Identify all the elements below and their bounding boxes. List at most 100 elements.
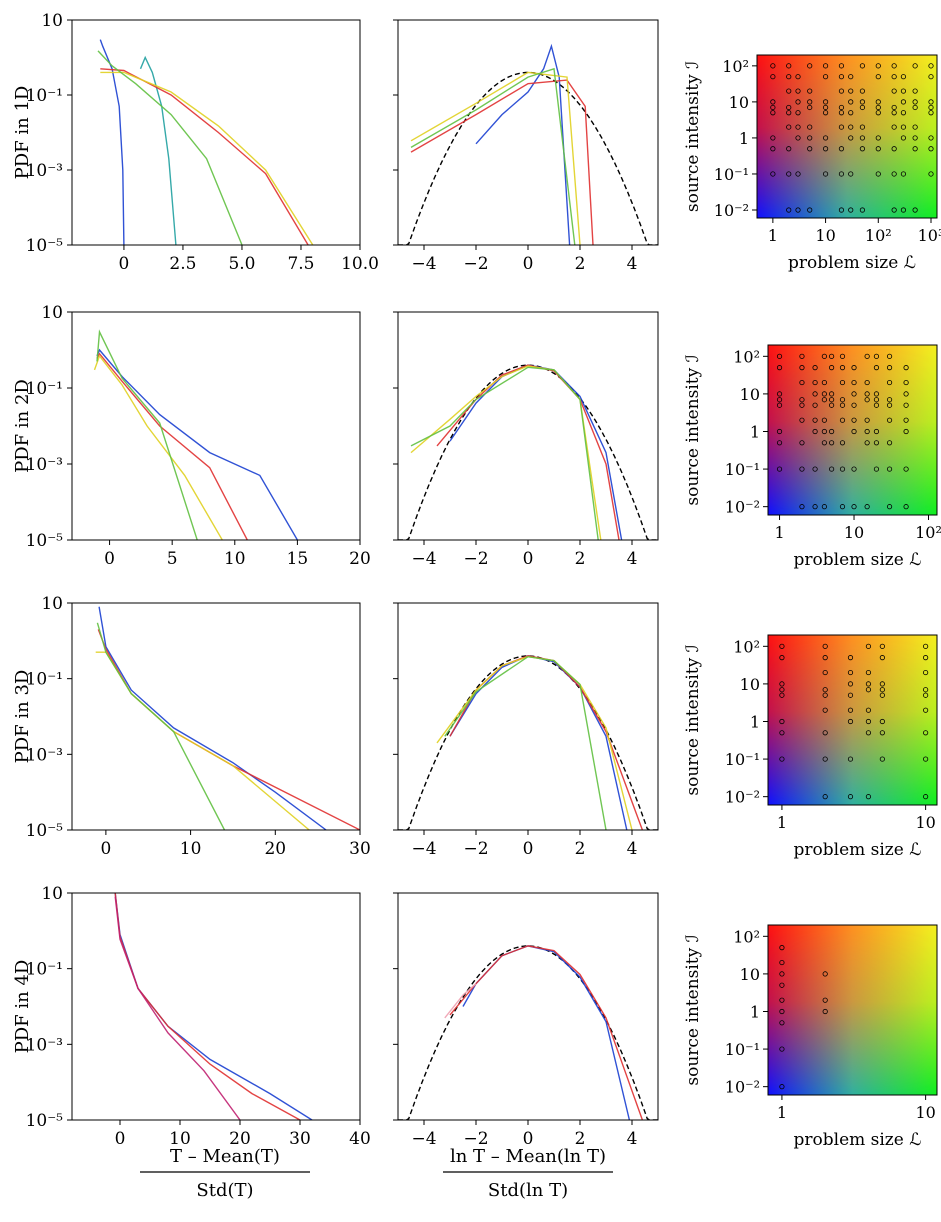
- parameter-point: [851, 402, 857, 408]
- parameter-point: [839, 379, 846, 386]
- x-tick-label: −2: [463, 254, 488, 274]
- y-tick-label: 10: [740, 675, 760, 694]
- parameter-point: [822, 146, 829, 152]
- series-line-2: [93, 354, 223, 540]
- parameter-point: [886, 397, 893, 403]
- series-line-2: [410, 365, 602, 540]
- parameter-point: [851, 365, 857, 371]
- parameter-point: [799, 440, 805, 446]
- x-tick-label: 10.0: [341, 254, 379, 274]
- parameter-point: [848, 207, 854, 213]
- parameter-point: [848, 74, 854, 80]
- parameter-point: [776, 440, 783, 446]
- series-line-1: [139, 55, 177, 245]
- parameter-point: [799, 397, 805, 403]
- parameter-point: [923, 643, 929, 649]
- parameter-point: [776, 365, 783, 371]
- parameter-point: [912, 124, 918, 130]
- parameter-point: [829, 397, 835, 403]
- parameter-point: [848, 110, 854, 116]
- parameter-point: [839, 397, 846, 403]
- parameter-point: [923, 756, 929, 762]
- parameter-point: [903, 365, 909, 371]
- parameter-point: [859, 88, 866, 94]
- parameter-point: [795, 171, 801, 177]
- parameter-point: [879, 643, 885, 649]
- parameter-point: [822, 110, 829, 116]
- parameter-point: [799, 402, 805, 408]
- parameter-point: [770, 171, 776, 177]
- y-axis-label: source intensity ℐ: [683, 934, 703, 1085]
- series-line-1: [449, 945, 644, 1120]
- parameter-point: [838, 74, 845, 80]
- parameter-point: [912, 63, 918, 69]
- y-tick-label: 10²: [733, 927, 760, 946]
- parameter-point: [859, 146, 866, 152]
- parameter-point: [776, 397, 783, 403]
- parameter-point: [786, 63, 792, 69]
- parameter-point: [795, 99, 801, 105]
- x-tick-label: 2: [575, 1129, 586, 1149]
- y-tick-label: 10⁻⁵: [26, 531, 64, 551]
- parameter-point: [821, 440, 827, 446]
- y-tick-label: 10²: [733, 637, 760, 656]
- parameter-point: [903, 402, 909, 408]
- parameter-point: [891, 88, 897, 94]
- parameter-point: [873, 402, 880, 408]
- y-tick-label: 10⁻³: [26, 161, 63, 181]
- parameter-point: [864, 504, 870, 510]
- parameter-point: [829, 353, 835, 359]
- y-tick-label: 10⁻¹: [714, 165, 749, 184]
- parameter-point: [822, 669, 828, 676]
- parameter-point: [847, 718, 854, 725]
- parameter-point: [923, 794, 929, 800]
- parameter-point: [879, 655, 885, 661]
- normal-reference-curve: [398, 364, 658, 540]
- series-line-0: [449, 364, 623, 540]
- parameter-point: [770, 110, 776, 116]
- parameter-point: [848, 88, 854, 94]
- parameter-point: [779, 997, 785, 1003]
- x-tick-label: 0: [100, 839, 111, 859]
- parameter-point: [879, 681, 885, 687]
- x-tick-label: 7.5: [287, 254, 314, 274]
- parameter-point: [891, 110, 897, 116]
- x-tick-label: 0: [119, 254, 130, 274]
- parameter-point: [879, 730, 885, 736]
- series-line-0: [114, 893, 313, 1120]
- parameter-point: [779, 687, 785, 693]
- parameter-point: [822, 99, 829, 105]
- parameter-point: [786, 146, 792, 152]
- panel-4D-lnT: −4 −2 0 2 4: [393, 892, 659, 1149]
- x-tick-label: 2: [575, 254, 586, 274]
- parameter-point: [770, 63, 776, 69]
- y-tick-label: 10⁻⁵: [26, 1111, 64, 1131]
- parameter-point: [875, 146, 881, 152]
- parameter-point: [848, 124, 854, 130]
- series-group: [114, 893, 313, 1120]
- parameter-point: [779, 1046, 785, 1052]
- y-tick-label: 10²: [733, 347, 760, 366]
- x-tick-label: 20: [264, 839, 286, 859]
- x-tick-label: 1: [777, 813, 787, 832]
- y-axis-label: source intensity ℐ: [683, 354, 703, 505]
- parameter-point: [786, 171, 792, 177]
- parameter-point: [851, 504, 857, 510]
- parameter-point: [928, 171, 934, 177]
- parameter-point: [851, 391, 857, 397]
- parameter-point: [812, 417, 818, 423]
- parameter-point: [859, 104, 866, 111]
- axes-frame: [397, 311, 659, 541]
- y-axis-label: source intensity ℐ: [683, 644, 703, 795]
- panel-3D-T: 10 10⁻¹ 10⁻³ 10⁻⁵ 0 10 20 30 PDF in 3D: [12, 594, 371, 859]
- parameter-point: [822, 171, 829, 177]
- axes-frame: [767, 924, 938, 1096]
- x-tick-label: −4: [411, 254, 436, 274]
- y-tick-label: 10⁻¹: [725, 460, 760, 479]
- x-tick-label: 15: [287, 549, 309, 569]
- parameter-point: [900, 99, 907, 105]
- x-tick-label: −2: [463, 1129, 488, 1149]
- parameter-point: [779, 945, 785, 951]
- y-tick-label: 10: [41, 303, 63, 323]
- parameter-point: [822, 104, 829, 111]
